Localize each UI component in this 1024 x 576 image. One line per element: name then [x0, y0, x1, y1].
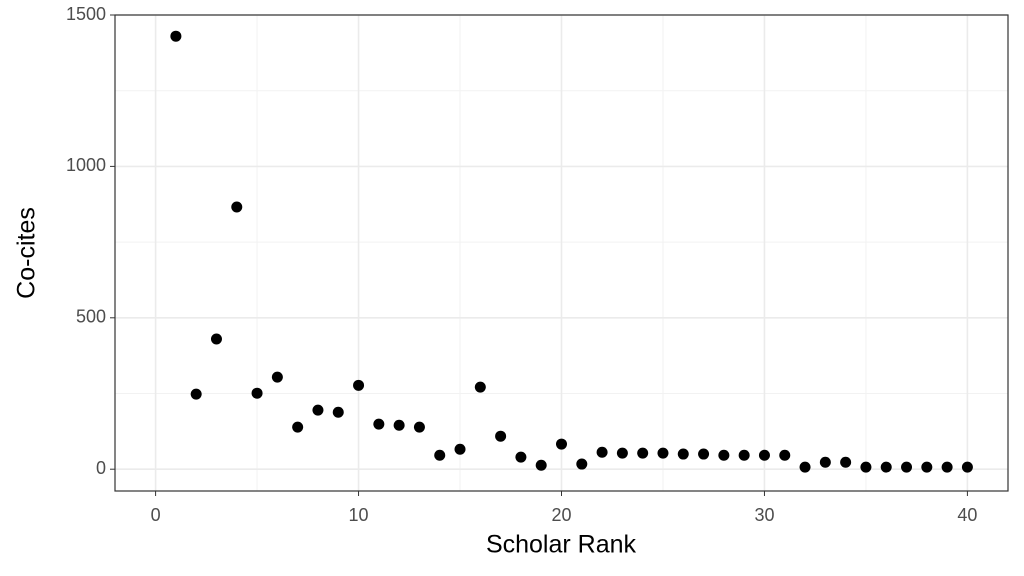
point [292, 421, 304, 433]
x-tick-label: 30 [754, 505, 774, 525]
y-tick-label: 500 [76, 307, 106, 327]
point [880, 461, 892, 473]
point [332, 406, 344, 418]
point [474, 381, 486, 393]
point [657, 447, 669, 459]
point [576, 458, 588, 470]
point [860, 461, 872, 473]
x-tick-label: 10 [349, 505, 369, 525]
point [758, 449, 770, 461]
point [515, 451, 527, 463]
x-tick-label: 0 [151, 505, 161, 525]
point [738, 449, 750, 461]
point [393, 419, 405, 431]
y-tick-label: 1500 [66, 4, 106, 24]
point [799, 461, 811, 473]
point [413, 421, 425, 433]
y-tick-label: 0 [96, 458, 106, 478]
point [271, 371, 283, 383]
point [170, 30, 182, 42]
point [779, 449, 791, 461]
point [637, 447, 649, 459]
point [353, 379, 365, 391]
point [677, 448, 689, 460]
x-axis-title: Scholar Rank [486, 531, 637, 559]
point [961, 461, 973, 473]
point [556, 438, 567, 450]
point [819, 456, 831, 468]
x-tick-label: 20 [551, 505, 571, 525]
point [698, 448, 710, 460]
point [941, 461, 953, 473]
point [596, 446, 608, 458]
point [535, 459, 547, 471]
y-axis-title: Co-cites [13, 207, 41, 299]
point [921, 461, 933, 473]
point [190, 388, 202, 400]
point [718, 449, 730, 461]
point [495, 430, 507, 442]
point [454, 443, 466, 455]
point [373, 418, 385, 430]
point [312, 404, 324, 416]
point [231, 201, 243, 213]
point [616, 447, 628, 459]
y-tick-label: 1000 [66, 155, 106, 175]
plot-border [114, 14, 1009, 492]
point [840, 456, 852, 468]
point [251, 387, 263, 399]
point [901, 461, 913, 473]
point [210, 333, 222, 345]
x-tick-label: 40 [957, 505, 977, 525]
point [434, 449, 446, 461]
